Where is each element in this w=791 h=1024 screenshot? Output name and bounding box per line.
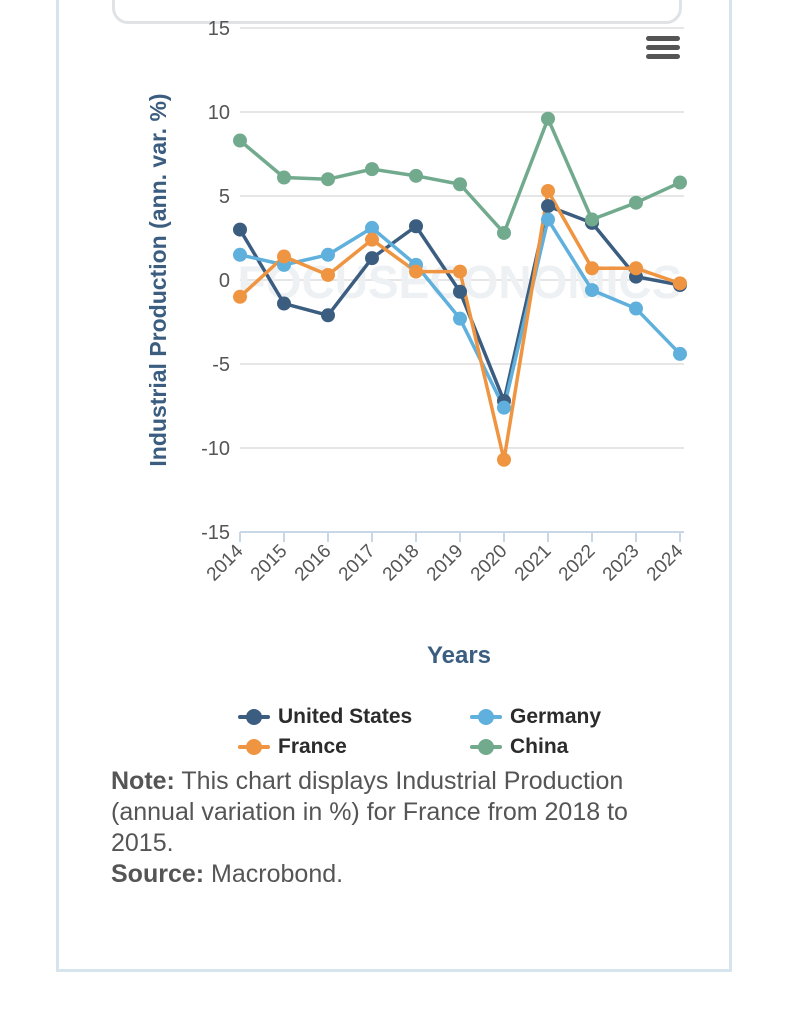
data-point-china[interactable] — [233, 133, 247, 148]
chart-card — [56, 0, 732, 972]
chart-menu-button[interactable] — [646, 36, 680, 64]
y-tick-label: -10 — [201, 438, 230, 460]
note-label: Note: — [111, 767, 175, 795]
data-point-germany[interactable] — [585, 283, 599, 298]
data-point-united-states[interactable] — [277, 296, 291, 311]
data-point-france[interactable] — [365, 232, 379, 247]
data-point-france[interactable] — [409, 264, 423, 279]
x-tick-label: 2021 — [511, 541, 556, 586]
data-point-united-states[interactable] — [321, 308, 335, 323]
data-point-germany[interactable] — [541, 212, 555, 227]
legend-marker-icon — [238, 709, 270, 725]
x-tick-label: 2017 — [335, 541, 380, 586]
legend-item-united-states[interactable]: United States — [238, 704, 470, 730]
y-tick-label: 0 — [219, 270, 230, 292]
legend-item-china[interactable]: China — [470, 734, 660, 760]
x-tick-label: 2016 — [291, 541, 336, 586]
data-point-china[interactable] — [541, 111, 555, 126]
data-point-france[interactable] — [541, 183, 555, 198]
data-point-china[interactable] — [497, 225, 511, 240]
data-point-germany[interactable] — [365, 220, 379, 235]
legend-item-france[interactable]: France — [238, 734, 470, 760]
data-point-france[interactable] — [453, 264, 467, 279]
data-point-china[interactable] — [365, 162, 379, 177]
data-point-germany[interactable] — [321, 247, 335, 262]
data-point-united-states[interactable] — [409, 219, 423, 234]
series — [233, 111, 687, 467]
y-tick-label: -15 — [201, 522, 230, 544]
data-point-china[interactable] — [409, 168, 423, 183]
data-point-china[interactable] — [321, 172, 335, 187]
legend-item-germany[interactable]: Germany — [470, 704, 660, 730]
series-line-china — [238, 116, 681, 235]
legend: United States Germany France China — [238, 704, 658, 760]
top-panel — [112, 0, 682, 24]
data-point-china[interactable] — [673, 175, 687, 190]
data-point-germany[interactable] — [673, 346, 687, 361]
y-tick-label: 10 — [208, 102, 230, 124]
x-tick-label: 2018 — [379, 541, 424, 586]
legend-marker-icon — [238, 739, 270, 755]
chart-note: Note: This chart displays Industrial Pro… — [111, 766, 671, 890]
grid-lines — [240, 27, 684, 449]
data-point-france[interactable] — [497, 452, 511, 467]
x-tick-label: 2024 — [643, 540, 688, 585]
x-tick-label: 2023 — [599, 541, 644, 586]
data-point-france[interactable] — [585, 261, 599, 276]
data-point-germany[interactable] — [233, 247, 247, 262]
data-point-france[interactable] — [233, 289, 247, 304]
y-axis-title: Industrial Production (ann. var. %) — [145, 93, 171, 466]
data-point-china[interactable] — [453, 177, 467, 192]
data-point-china[interactable] — [585, 212, 599, 227]
x-tick-label: 2020 — [467, 541, 512, 586]
y-tick-label: -5 — [212, 354, 230, 376]
y-tick-label: 5 — [219, 186, 230, 208]
data-point-germany[interactable] — [629, 301, 643, 316]
data-point-germany[interactable] — [453, 311, 467, 326]
data-point-united-states[interactable] — [365, 251, 379, 266]
data-point-china[interactable] — [277, 170, 291, 185]
data-point-china[interactable] — [629, 195, 643, 210]
source-text: Macrobond. — [211, 860, 344, 888]
note-text: This chart displays Industrial Productio… — [111, 767, 628, 857]
x-axis-title: Years — [427, 642, 491, 669]
x-tick-label: 2015 — [247, 541, 292, 586]
x-tick-label: 2019 — [423, 541, 468, 586]
data-point-united-states[interactable] — [541, 199, 555, 214]
data-point-united-states[interactable] — [453, 284, 467, 299]
legend-label: United States — [278, 705, 413, 728]
source-label: Source: — [111, 860, 205, 888]
legend-label: China — [510, 735, 569, 758]
data-point-france[interactable] — [321, 267, 335, 282]
data-point-germany[interactable] — [497, 400, 511, 415]
y-tick-label: 15 — [208, 18, 230, 40]
data-point-france[interactable] — [629, 261, 643, 276]
data-point-france[interactable] — [277, 249, 291, 264]
legend-marker-icon — [470, 739, 502, 755]
data-point-united-states[interactable] — [233, 222, 247, 237]
legend-label: Germany — [510, 705, 602, 728]
legend-label: France — [278, 735, 347, 758]
hamburger-icon — [646, 36, 680, 41]
data-point-france[interactable] — [673, 276, 687, 291]
legend-marker-icon — [470, 709, 502, 725]
x-tick-label: 2022 — [555, 541, 600, 586]
x-tick-label: 2014 — [203, 540, 248, 585]
